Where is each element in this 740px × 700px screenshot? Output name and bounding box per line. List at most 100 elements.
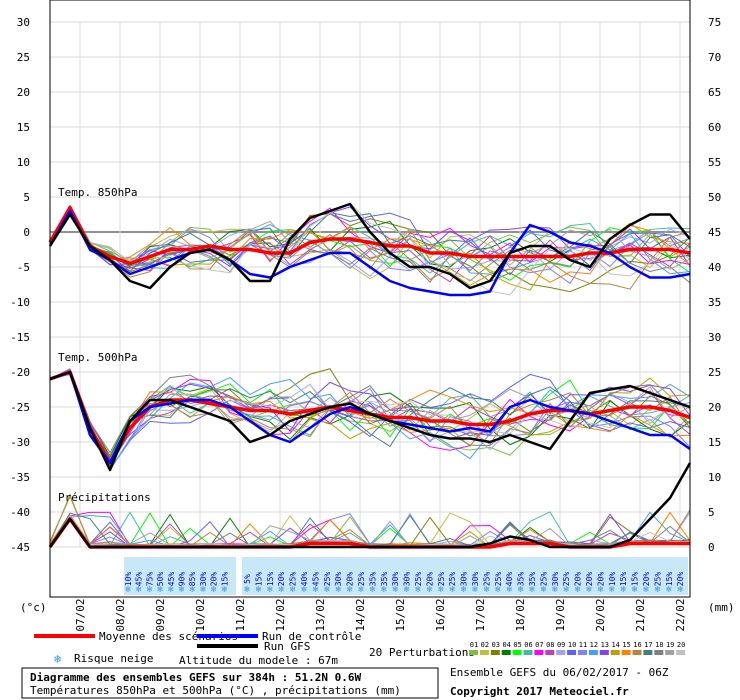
snowflake-icon: ❄ bbox=[518, 585, 524, 595]
right-tick-label: 35 bbox=[708, 296, 721, 309]
snow-risk-value: 30% bbox=[199, 572, 208, 587]
left-tick-label: 0 bbox=[23, 226, 30, 239]
perturbation-swatch bbox=[501, 650, 511, 655]
perturbation-swatch bbox=[588, 650, 598, 655]
left-tick-label: -45 bbox=[10, 541, 30, 554]
snow-risk-value: 30% bbox=[551, 572, 560, 587]
right-tick-label: 75 bbox=[708, 16, 721, 29]
snow-risk-value: 25% bbox=[437, 572, 446, 587]
snowflake-icon: ❄ bbox=[313, 585, 319, 595]
perturbation-number: 07 bbox=[535, 641, 543, 649]
perturbation-number: 20 bbox=[677, 641, 685, 649]
snowflake-icon: ❄ bbox=[358, 585, 364, 595]
snow-risk-value: 20% bbox=[676, 572, 685, 587]
left-axis-label: (°c) bbox=[20, 601, 47, 614]
legend-mean-label: Moyenne des scénarios bbox=[99, 630, 238, 643]
snowflake-icon: ❄ bbox=[347, 585, 353, 595]
date-tick-label: 19/02 bbox=[554, 598, 567, 631]
snow-risk-value: 75% bbox=[145, 572, 154, 587]
perturbation-swatch bbox=[479, 650, 489, 655]
perturbation-08-t500 bbox=[49, 368, 691, 460]
snow-risk-value: 20% bbox=[596, 572, 605, 587]
snow-risk-value: 25% bbox=[323, 572, 332, 587]
perturbation-swatch bbox=[534, 650, 544, 655]
snow-risk-value: 25% bbox=[482, 572, 491, 587]
perturbation-number: 02 bbox=[481, 641, 489, 649]
right-tick-label: 20 bbox=[708, 401, 721, 414]
snowflake-icon: ❄ bbox=[427, 585, 433, 595]
panel-label-t500: Temp. 500hPa bbox=[58, 351, 137, 364]
perturbation-19-t500 bbox=[49, 371, 691, 464]
perturbation-number: 03 bbox=[492, 641, 500, 649]
snow-risk-value: 15% bbox=[619, 572, 628, 587]
left-tick-label: 30 bbox=[17, 16, 30, 29]
legend-control-label: Run de contrôle bbox=[262, 630, 361, 643]
left-tick-label: -30 bbox=[10, 436, 30, 449]
legend-gfs-label: Run GFS bbox=[264, 640, 310, 653]
perturbation-number: 06 bbox=[524, 641, 532, 649]
perturbation-swatch bbox=[545, 650, 555, 655]
right-tick-label: 10 bbox=[708, 471, 721, 484]
date-tick-label: 11/02 bbox=[234, 598, 247, 631]
left-tick-label: -10 bbox=[10, 296, 30, 309]
legend-perturbations-label: 20 Perturbations bbox=[369, 646, 475, 659]
perturbation-number: 16 bbox=[633, 641, 641, 649]
snow-risk-value: 20% bbox=[425, 572, 434, 587]
gfs-run-line-precip bbox=[48, 462, 692, 549]
left-tick-label: 25 bbox=[17, 51, 30, 64]
snow-risk-band bbox=[124, 557, 236, 595]
right-axis-label: (mm) bbox=[708, 601, 735, 614]
ensemble-run-info: Ensemble GEFS du 06/02/2017 - 06Z bbox=[450, 666, 669, 679]
perturbation-swatch bbox=[654, 650, 664, 655]
snow-risk-value: 20% bbox=[642, 572, 651, 587]
snowflake-icon: ❄ bbox=[438, 585, 444, 595]
date-tick-label: 14/02 bbox=[354, 598, 367, 631]
date-tick-label: 17/02 bbox=[474, 598, 487, 631]
snow-risk-value: 10% bbox=[124, 572, 133, 587]
snowflake-icon: ❄ bbox=[125, 585, 131, 595]
snowflake-icon: ❄ bbox=[157, 585, 163, 595]
snow-risk-value: 20% bbox=[277, 572, 286, 587]
snow-risk-value: 15% bbox=[266, 572, 275, 587]
perturbation-07-t500 bbox=[49, 373, 691, 469]
gfs-run-line-t500 bbox=[49, 370, 691, 472]
left-tick-label: -5 bbox=[17, 261, 30, 274]
perturbation-18-t500 bbox=[49, 370, 691, 454]
perturbation-number: 05 bbox=[513, 641, 521, 649]
perturbation-swatch bbox=[512, 650, 522, 655]
snowflake-icon: ❄ bbox=[324, 585, 330, 595]
snow-risk-value: 45% bbox=[135, 572, 144, 587]
perturbation-number: 15 bbox=[622, 641, 630, 649]
perturbation-14-t850 bbox=[49, 204, 691, 291]
perturbation-swatch bbox=[556, 650, 566, 655]
snowflake-icon: ❄ bbox=[404, 585, 410, 595]
snow-risk-value: 15% bbox=[631, 572, 640, 587]
perturbation-swatch bbox=[490, 650, 500, 655]
perturbation-number: 01 bbox=[470, 641, 478, 649]
date-tick-label: 22/02 bbox=[674, 598, 687, 631]
chart-labels: Temp. 850hPa Temp. 500hPa Précipitations bbox=[58, 186, 151, 504]
snow-risk-value: 15% bbox=[254, 572, 263, 587]
snow-risk-value: 90% bbox=[178, 572, 187, 587]
snowflake-icon: ❄ bbox=[211, 585, 217, 595]
snowflake-icon: ❄ bbox=[461, 585, 467, 595]
date-tick-label: 08/02 bbox=[114, 598, 127, 631]
perturbation-09-t500 bbox=[49, 369, 691, 470]
snowflake-icon: ❄ bbox=[290, 585, 296, 595]
snowflake-icon: ❄ bbox=[506, 585, 512, 595]
snow-risk-value: 35% bbox=[380, 572, 389, 587]
perturbation-04-t850 bbox=[49, 205, 691, 268]
snow-risk-value: 15% bbox=[220, 572, 229, 587]
perturbation-06-t850 bbox=[49, 205, 691, 274]
snow-risk-value: 50% bbox=[156, 572, 165, 587]
date-tick-label: 07/02 bbox=[74, 598, 87, 631]
snowflake-icon: ❄ bbox=[643, 585, 649, 595]
snowflake-icon: ❄ bbox=[495, 585, 501, 595]
perturbation-swatch bbox=[567, 650, 577, 655]
snow-risk-value: 15% bbox=[665, 572, 674, 587]
perturbation-08-t850 bbox=[49, 207, 691, 283]
perturbation-20-t500 bbox=[49, 372, 691, 465]
